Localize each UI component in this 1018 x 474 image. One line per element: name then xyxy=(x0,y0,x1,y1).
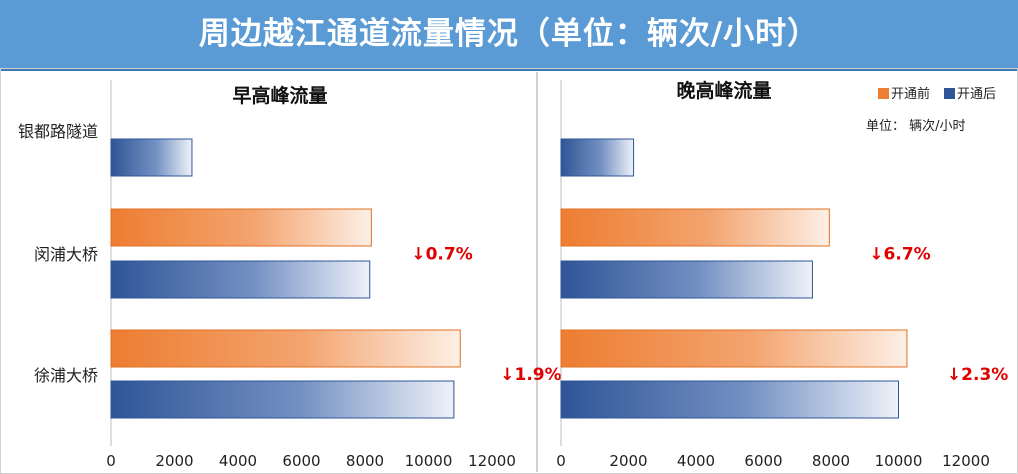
morning-bar-after-minpu xyxy=(110,260,371,299)
category-label-minpu: 闵浦大桥 xyxy=(34,245,98,264)
evening-bar-after-xupu xyxy=(560,380,899,419)
chart-title-morning: 早高峰流量 xyxy=(232,84,327,107)
category-label-yindu: 银都路隧道 xyxy=(18,122,98,141)
evening-tick-label: 4000 xyxy=(677,452,715,470)
morning-change-label-xupu: ↓1.9% xyxy=(500,365,561,385)
evening-tick-label: 0 xyxy=(556,452,566,470)
morning-bar-before-xupu xyxy=(110,329,461,368)
legend-label-after: 开通后 xyxy=(957,87,996,102)
evening-bar-after-minpu xyxy=(560,260,813,299)
morning-tick-label: 4000 xyxy=(219,452,257,470)
evening-bar-before-minpu xyxy=(560,208,830,247)
morning-tick-label: 2000 xyxy=(155,452,193,470)
morning-change-label-minpu: ↓0.7% xyxy=(411,245,472,265)
morning-bar-after-yindu xyxy=(110,138,193,177)
morning-tick-label: 8000 xyxy=(346,452,384,470)
unit-note: 单位： 辆次/小时 xyxy=(866,118,966,134)
chart-marks: 0 2000 4000 6000 8000 10000 12000 ↓0.7% ↓1.9% 0 20… xyxy=(106,80,1008,470)
evening-bar-after-yindu xyxy=(560,138,635,177)
morning-tick-label: 0 xyxy=(106,452,116,470)
evening-bar-before-xupu xyxy=(560,329,908,368)
evening-tick-label: 12000 xyxy=(942,452,990,470)
chart-title-evening: 晚高峰流量 xyxy=(676,79,771,102)
morning-tick-label: 12000 xyxy=(468,452,516,470)
evening-tick-label: 8000 xyxy=(812,452,850,470)
banner-title: 周边越江通道流量情况（单位：辆次/小时） xyxy=(198,16,820,52)
morning-bar-before-minpu xyxy=(110,208,372,247)
legend-label-before: 开通前 xyxy=(891,86,930,102)
evening-tick-label: 10000 xyxy=(875,452,923,470)
evening-change-label-minpu: ↓6.7% xyxy=(869,245,930,265)
title-banner: 周边越江通道流量情况（单位：辆次/小时） xyxy=(0,0,1018,71)
panel-divider xyxy=(536,72,538,472)
evening-change-label-xupu: ↓2.3% xyxy=(947,365,1008,385)
morning-bar-after-xupu xyxy=(110,380,455,419)
morning-tick-label: 6000 xyxy=(282,452,320,470)
legend-swatch-before xyxy=(878,88,889,99)
evening-tick-label: 2000 xyxy=(609,452,647,470)
evening-tick-label: 6000 xyxy=(744,452,782,470)
category-label-xupu: 徐浦大桥 xyxy=(34,366,98,385)
morning-tick-label: 10000 xyxy=(405,452,453,470)
legend-swatch-after xyxy=(944,88,955,99)
